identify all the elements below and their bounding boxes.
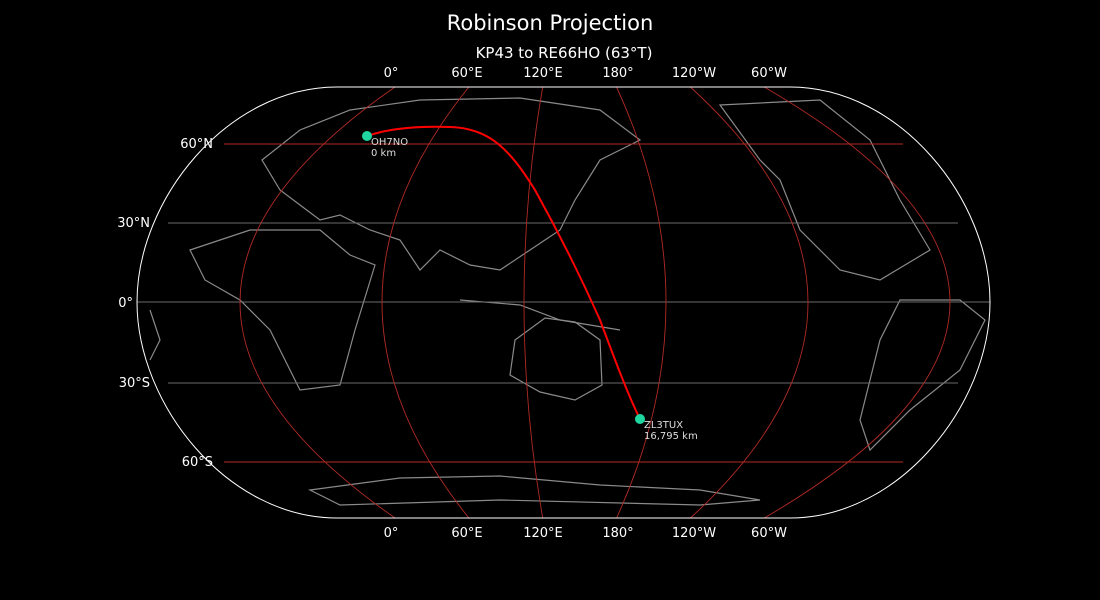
station-distance-start: 0 km xyxy=(371,148,396,159)
longitude-label-top: 60°E xyxy=(451,66,482,81)
latitude-label: 0° xyxy=(118,296,133,311)
meridian-line xyxy=(239,86,396,519)
longitude-label-top: 60°W xyxy=(751,66,787,81)
map-subtitle: KP43 to RE66HO (63°T) xyxy=(476,44,653,62)
station-distance-end: 16,795 km xyxy=(644,431,698,442)
graticule xyxy=(137,86,990,519)
meridian-line xyxy=(523,86,544,519)
longitude-label-bottom: 180° xyxy=(602,526,633,541)
station-call-end: ZL3TUX xyxy=(644,420,683,431)
latitude-label: 30°S xyxy=(119,376,150,391)
great-circle-path xyxy=(366,125,641,420)
station-marker-end[interactable] xyxy=(635,414,645,424)
meridian-line xyxy=(616,86,667,519)
longitude-label-bottom: 60°E xyxy=(451,526,482,541)
meridian-line xyxy=(764,86,951,519)
longitude-label-top: 120°W xyxy=(672,66,716,81)
meridian-line xyxy=(690,86,809,519)
longitude-label-bottom: 60°W xyxy=(751,526,787,541)
longitude-label-bottom: 120°W xyxy=(672,526,716,541)
meridian-line xyxy=(381,86,470,519)
longitude-label-top: 180° xyxy=(602,66,633,81)
latitude-label: 30°N xyxy=(117,216,150,231)
longitude-label-bottom: 120°E xyxy=(523,526,563,541)
longitude-label-top: 120°E xyxy=(523,66,563,81)
latitude-label: 60°N xyxy=(180,137,213,152)
coastlines xyxy=(149,97,986,506)
longitude-label-bottom: 0° xyxy=(384,526,399,541)
latitude-label: 60°S xyxy=(182,455,213,470)
station-marker-start[interactable] xyxy=(362,131,372,141)
map-title: Robinson Projection xyxy=(447,11,654,35)
longitude-label-top: 0° xyxy=(384,66,399,81)
map-boundary xyxy=(136,86,991,519)
station-call-start: OH7NO xyxy=(371,137,408,148)
